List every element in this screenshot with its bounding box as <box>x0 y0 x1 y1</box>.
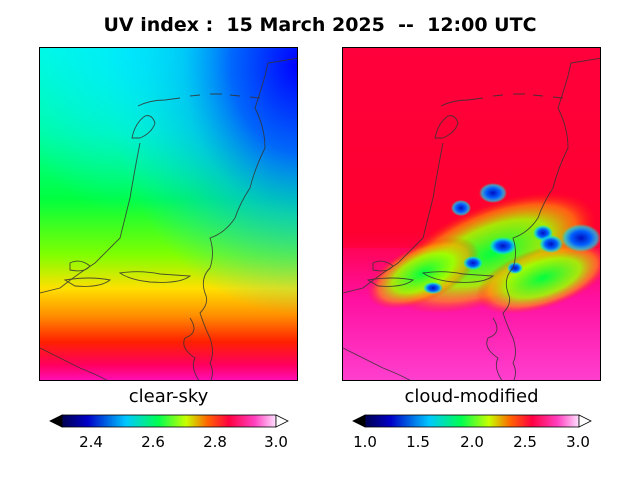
clear-sky-map <box>40 48 297 380</box>
clear-sky-label: clear-sky <box>128 386 209 407</box>
low-uv-spot <box>423 282 443 294</box>
cloud-modified-label: cloud-modified <box>404 386 539 407</box>
clear-sky-lowest-uv-region <box>40 48 297 380</box>
low-uv-spot <box>451 200 471 216</box>
colorbar-gradient <box>61 414 277 428</box>
low-uv-spot <box>463 256 483 270</box>
colorbar-tick-label: 1.0 <box>353 433 377 451</box>
netherlands-outline <box>343 57 600 380</box>
colorbar-tick-label: 1.5 <box>406 433 430 451</box>
colorbar-tick-label: 3.0 <box>264 433 288 451</box>
colorbar-tick-label: 2.0 <box>460 433 484 451</box>
clear-sky-map-panel <box>39 47 298 381</box>
colorbar-tick-label: 2.8 <box>203 433 227 451</box>
colorbar-tick-label: 2.6 <box>141 433 165 451</box>
low-uv-spot <box>507 262 523 274</box>
colorbar-gradient <box>364 414 580 428</box>
colorbar-low-extend-arrow <box>352 414 366 428</box>
colorbar-high-extend-arrow <box>578 414 592 428</box>
colorbar-tick-label: 3.0 <box>566 433 590 451</box>
colorbar-tick-label: 2.5 <box>513 433 537 451</box>
colorbar-low-extend-arrow <box>49 414 63 428</box>
colorbar-tick-label: 2.4 <box>79 433 103 451</box>
cloud-modified-map-panel <box>342 47 601 381</box>
netherlands-outline <box>40 57 297 380</box>
map-title: UV index : 15 March 2025 -- 12:00 UTC <box>103 14 537 36</box>
low-uv-spot <box>479 183 507 203</box>
low-uv-spot <box>489 237 517 255</box>
cloud-modified-map <box>343 48 600 380</box>
cloud-modified-colorbar <box>352 414 592 428</box>
low-uv-spot <box>561 224 600 252</box>
clear-sky-colorbar <box>49 414 289 428</box>
colorbar-high-extend-arrow <box>275 414 289 428</box>
low-uv-spot <box>539 235 563 253</box>
